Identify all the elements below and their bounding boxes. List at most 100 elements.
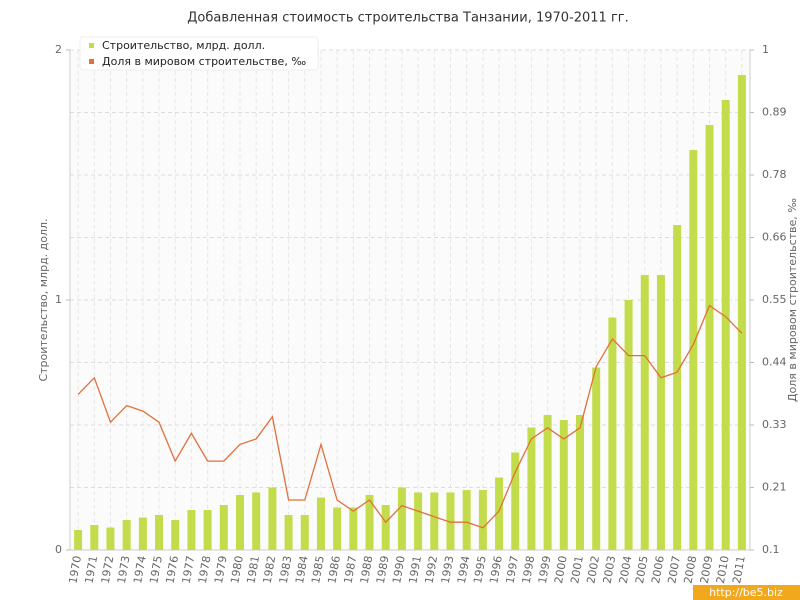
- bar: [673, 225, 682, 550]
- bar: [511, 452, 520, 550]
- y-tick-label: 0: [55, 543, 62, 556]
- bar: [608, 317, 617, 550]
- bar: [446, 492, 455, 550]
- bar: [316, 497, 325, 550]
- bar: [689, 150, 698, 550]
- x-tick-label: 2001: [568, 555, 586, 585]
- y-tick-label: 1: [55, 293, 62, 306]
- y2-tick-label: 0.89: [762, 106, 787, 119]
- bar: [252, 492, 261, 550]
- bar: [219, 505, 228, 550]
- legend-marker: [89, 43, 94, 48]
- x-tick-label: 2010: [714, 555, 732, 585]
- bar: [543, 415, 552, 550]
- bar: [640, 275, 649, 550]
- x-tick-label: 1980: [228, 555, 246, 585]
- x-tick-label: 1978: [196, 555, 214, 585]
- bar: [122, 520, 131, 550]
- x-tick-label: 2006: [649, 555, 667, 585]
- x-tick-label: 1988: [358, 555, 376, 585]
- x-tick-label: 1986: [325, 555, 343, 585]
- bar: [203, 510, 212, 550]
- x-tick-label: 1992: [423, 555, 441, 585]
- x-tick-label: 1974: [131, 555, 149, 585]
- y2-tick-label: 0.66: [762, 231, 787, 244]
- x-tick-label: 1989: [374, 555, 392, 585]
- bar: [430, 492, 439, 550]
- bar: [268, 487, 277, 550]
- bar: [495, 477, 504, 550]
- y2-tick-label: 0.44: [762, 356, 787, 369]
- bar: [138, 517, 147, 550]
- bar: [171, 520, 180, 550]
- bar: [106, 527, 115, 550]
- bar: [414, 492, 423, 550]
- x-tick-label: 2008: [682, 555, 700, 585]
- bar: [74, 530, 83, 550]
- x-tick-label: 1970: [66, 555, 84, 585]
- bar: [737, 75, 746, 550]
- x-tick-label: 1998: [520, 555, 538, 585]
- bar: [284, 515, 293, 550]
- x-tick-label: 1996: [487, 555, 505, 585]
- bar: [462, 490, 471, 550]
- x-tick-label: 1971: [83, 555, 101, 585]
- y-axis-title: Строительство, млрд. долл.: [37, 218, 50, 381]
- x-tick-label: 1987: [342, 555, 360, 585]
- bar: [656, 275, 665, 550]
- x-tick-label: 1973: [115, 555, 133, 585]
- x-tick-label: 2005: [633, 555, 651, 585]
- x-tick-label: 2000: [552, 555, 570, 585]
- x-tick-label: 1979: [212, 555, 230, 585]
- x-tick-label: 1985: [309, 555, 327, 585]
- bar: [349, 507, 358, 550]
- line: [77, 304, 743, 529]
- bar: [527, 427, 536, 550]
- legend-text: Строительство, млрд. долл.: [102, 39, 265, 52]
- x-tick-label: 1976: [163, 555, 181, 585]
- bar: [397, 487, 406, 550]
- x-tick-label: 1990: [390, 555, 408, 585]
- x-tick-label: 1995: [471, 555, 489, 585]
- x-tick-label: 1999: [536, 555, 554, 585]
- x-tick-label: 1993: [439, 555, 457, 585]
- y2-tick-label: 0.55: [762, 293, 787, 306]
- y2-tick-label: 0.1: [762, 543, 780, 556]
- x-tick-label: 1994: [455, 555, 473, 585]
- bar: [721, 100, 730, 550]
- bar: [576, 415, 584, 550]
- chart-title: Добавленная стоимость строительства Танз…: [187, 11, 629, 26]
- bar: [187, 510, 196, 550]
- bar: [155, 515, 164, 550]
- x-tick-label: 1991: [406, 555, 424, 585]
- bar: [365, 495, 374, 550]
- y-tick-label: 2: [55, 43, 62, 56]
- bar: [300, 515, 309, 550]
- bar: [559, 420, 568, 550]
- x-tick-label: 2011: [730, 555, 748, 585]
- bar: [381, 505, 390, 550]
- watermark-bg: [693, 585, 800, 600]
- x-tick-label: 1983: [277, 555, 295, 585]
- bar: [333, 507, 342, 550]
- y2-tick-label: 1: [762, 43, 769, 56]
- x-tick-label: 1997: [503, 555, 521, 585]
- y2-tick-label: 0.33: [762, 418, 787, 431]
- x-tick-label: 1975: [147, 555, 165, 585]
- x-tick-label: 1977: [180, 555, 198, 585]
- bar: [478, 490, 487, 550]
- y2-tick-label: 0.78: [762, 168, 787, 181]
- x-tick-label: 1972: [99, 555, 117, 585]
- x-tick-label: 2004: [617, 555, 635, 585]
- bar: [592, 367, 601, 550]
- bar: [705, 125, 714, 550]
- bar: [90, 525, 99, 550]
- x-tick-label: 2003: [601, 555, 619, 585]
- bar: [236, 495, 244, 550]
- bar: [624, 300, 633, 550]
- x-tick-label: 1981: [244, 555, 262, 585]
- watermark: http://be5.biz: [709, 586, 783, 599]
- x-tick-label: 1982: [261, 555, 279, 585]
- legend-text: Доля в мировом строительстве, ‰: [102, 55, 306, 68]
